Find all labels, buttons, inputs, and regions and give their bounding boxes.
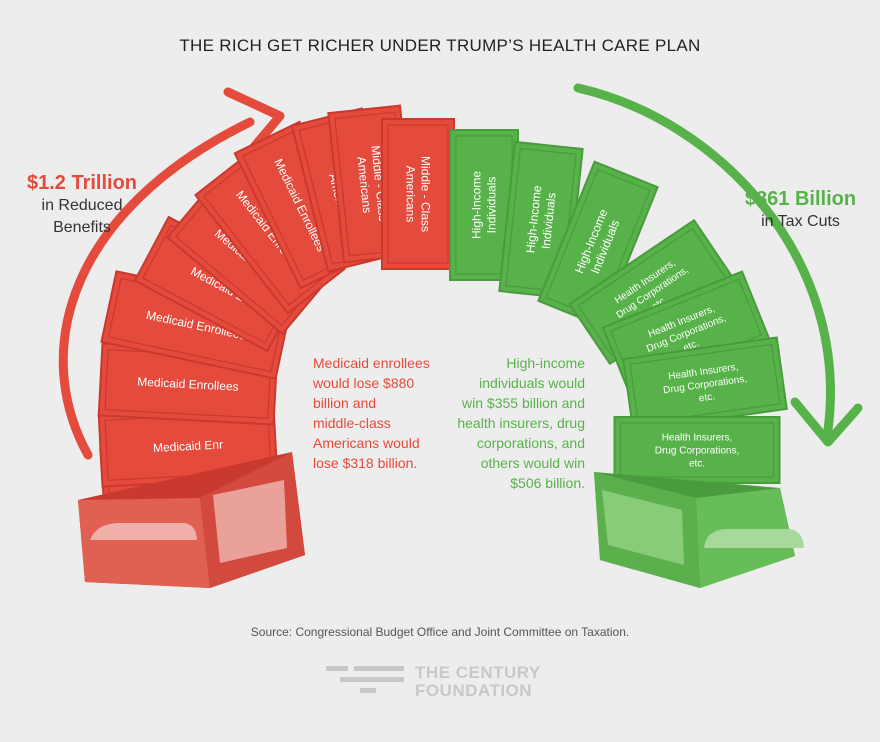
- bill-label: Americans: [403, 166, 417, 223]
- red-wallet: [78, 452, 305, 588]
- bill-label: High-Income: [470, 171, 484, 239]
- right-arrow: [573, 83, 863, 447]
- red-note-line: billion and: [313, 395, 377, 411]
- bill-label: Middle - Class: [418, 156, 432, 232]
- red-note-line: middle-class: [313, 415, 391, 431]
- green-bill: Health Insurers,Drug Corporations,etc.: [622, 336, 788, 432]
- green-note-line: win $355 billion and: [462, 395, 585, 411]
- bill-label: Individuals: [485, 177, 499, 234]
- green-note-line: others would win: [480, 455, 585, 471]
- bill-label: etc.: [689, 459, 705, 470]
- left-total-amount: $1.2 Trillion: [26, 172, 138, 194]
- logo-line1: THE CENTURY: [415, 663, 541, 682]
- red-note-line: lose $318 billion.: [313, 455, 418, 471]
- bill-label: Medicaid Enrollees: [137, 375, 239, 394]
- green-note-line: High-income: [506, 355, 585, 371]
- bill-label: Americans: [354, 156, 374, 214]
- page-title: THE RICH GET RICHER UNDER TRUMP’S HEALTH…: [179, 36, 701, 55]
- left-total-label: $1.2 Trillion in Reduced Benefits: [22, 172, 142, 239]
- bill-label: etc.: [698, 391, 715, 404]
- green-note-line: corporations, and: [476, 435, 585, 451]
- red-note: Medicaid enrollees would lose $880 billi…: [313, 353, 463, 473]
- green-wallet: [594, 472, 804, 588]
- logo-mark-icon: [326, 666, 404, 693]
- left-total-line1: in Reduced: [41, 197, 123, 214]
- red-note-line: Medicaid enrollees: [313, 355, 430, 371]
- bill-label: Health Insurers,: [662, 433, 733, 444]
- logo-line2: FOUNDATION: [415, 681, 533, 700]
- bill-label: Individuals: [539, 192, 559, 250]
- green-note: High-income individuals would win $355 b…: [440, 353, 585, 493]
- bill-label: Drug Corporations,: [655, 446, 739, 457]
- green-note-line: $506 billion.: [510, 475, 585, 491]
- logo-text: THE CENTURY FOUNDATION: [415, 664, 541, 700]
- red-note-line: Americans would: [313, 435, 420, 451]
- right-total-label: $861 Billion in Tax Cuts: [733, 188, 868, 233]
- bill-label: Medicaid Enr: [153, 437, 224, 455]
- green-bill: Health Insurers, Drug Corporations, etc.: [613, 416, 781, 484]
- source-note: Source: Congressional Budget Office and …: [250, 625, 630, 639]
- green-note-line: health insurers, drug: [457, 415, 585, 431]
- green-bills-stack: High-Income Individuals High-IncomeIndivid…: [449, 129, 788, 484]
- left-total-line2: Benefits: [53, 219, 111, 236]
- red-note-line: would lose $880: [313, 375, 415, 391]
- right-total-line1: in Tax Cuts: [761, 213, 840, 230]
- right-total-amount: $861 Billion: [744, 188, 857, 210]
- green-note-line: individuals would: [479, 375, 585, 391]
